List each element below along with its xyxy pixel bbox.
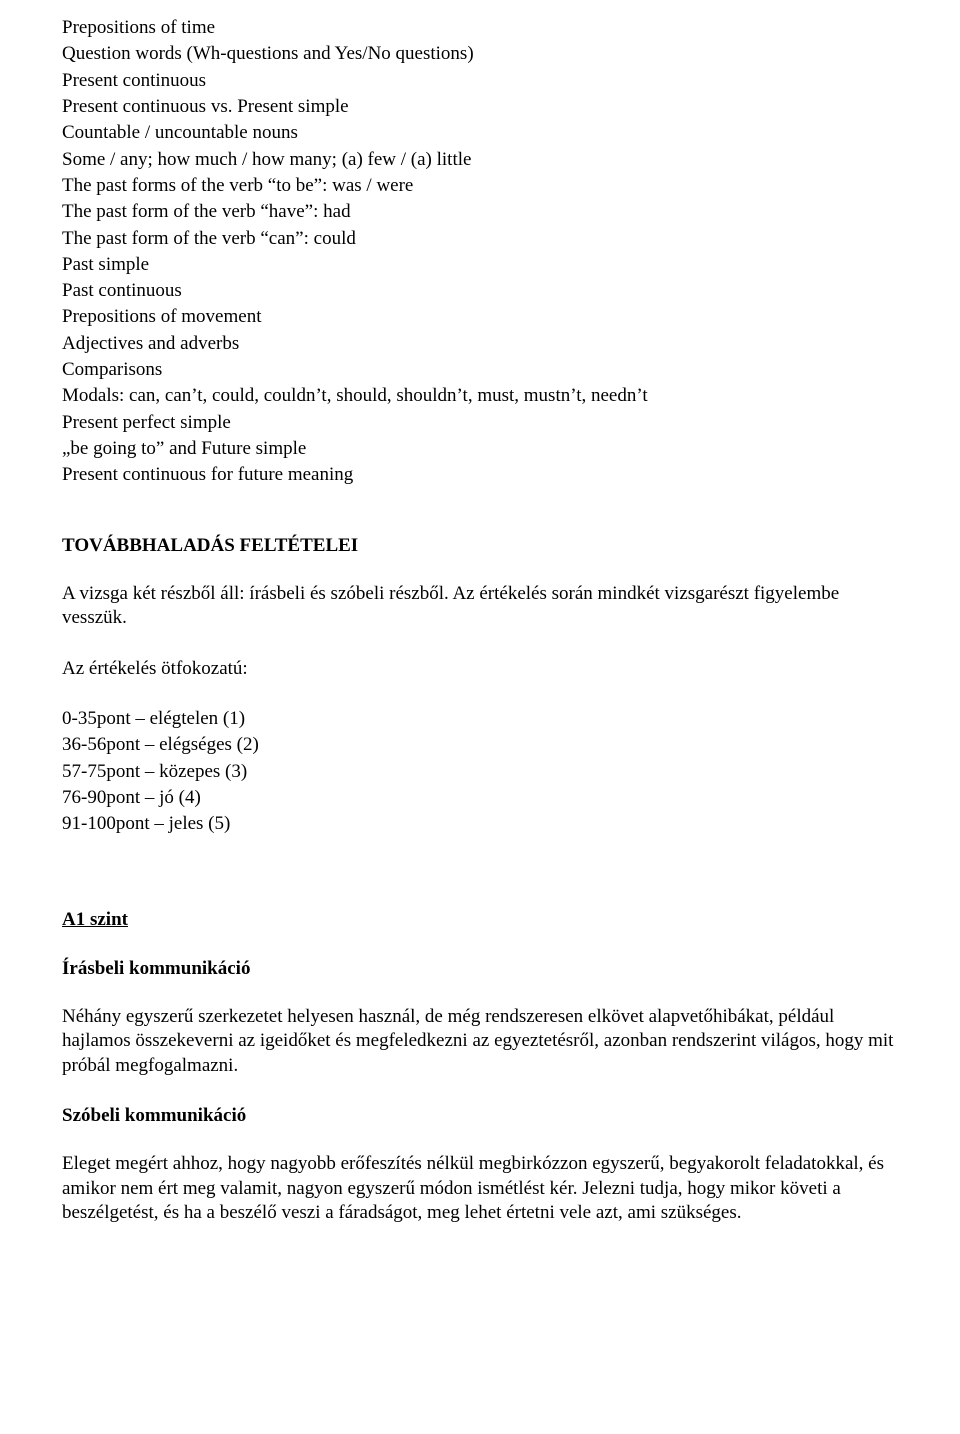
- grammar-list-item: Some / any; how much / how many; (a) few…: [62, 148, 898, 172]
- grading-list-item: 76-90pont – jó (4): [62, 786, 898, 810]
- grammar-list-item: Prepositions of movement: [62, 305, 898, 329]
- grammar-list-item: The past form of the verb “have”: had: [62, 200, 898, 224]
- grammar-list: Prepositions of timeQuestion words (Wh-q…: [62, 16, 898, 488]
- grammar-list-item: Adjectives and adverbs: [62, 332, 898, 356]
- grammar-list-item: Present continuous for future meaning: [62, 463, 898, 487]
- grammar-list-item: Present perfect simple: [62, 411, 898, 435]
- grammar-list-item: The past forms of the verb “to be”: was …: [62, 174, 898, 198]
- grading-list: 0-35pont – elégtelen (1)36-56pont – elég…: [62, 707, 898, 837]
- grading-list-item: 91-100pont – jeles (5): [62, 812, 898, 836]
- section-progress-title: TOVÁBBHALADÁS FELTÉTELEI: [62, 534, 898, 558]
- grading-label: Az értékelés ötfokozatú:: [62, 657, 898, 681]
- spoken-heading: Szóbeli kommunikáció: [62, 1104, 898, 1128]
- grammar-list-item: Past simple: [62, 253, 898, 277]
- grammar-list-item: Present continuous vs. Present simple: [62, 95, 898, 119]
- spoken-body: Eleget megért ahhoz, hogy nagyobb erőfes…: [62, 1152, 898, 1225]
- grammar-list-item: Modals: can, can’t, could, couldn’t, sho…: [62, 384, 898, 408]
- level-heading: A1 szint: [62, 908, 898, 932]
- grading-list-item: 57-75pont – közepes (3): [62, 760, 898, 784]
- grammar-list-item: Comparisons: [62, 358, 898, 382]
- section-progress-intro: A vizsga két részből áll: írásbeli és sz…: [62, 582, 898, 631]
- grammar-list-item: Present continuous: [62, 69, 898, 93]
- grading-list-item: 0-35pont – elégtelen (1): [62, 707, 898, 731]
- grading-list-item: 36-56pont – elégséges (2): [62, 733, 898, 757]
- written-heading: Írásbeli kommunikáció: [62, 957, 898, 981]
- grammar-list-item: Prepositions of time: [62, 16, 898, 40]
- grammar-list-item: Past continuous: [62, 279, 898, 303]
- grammar-list-item: Countable / uncountable nouns: [62, 121, 898, 145]
- grammar-list-item: The past form of the verb “can”: could: [62, 227, 898, 251]
- written-body: Néhány egyszerű szerkezetet helyesen has…: [62, 1005, 898, 1078]
- grammar-list-item: Question words (Wh-questions and Yes/No …: [62, 42, 898, 66]
- grammar-list-item: „be going to” and Future simple: [62, 437, 898, 461]
- page-container: Prepositions of timeQuestion words (Wh-q…: [0, 0, 960, 1434]
